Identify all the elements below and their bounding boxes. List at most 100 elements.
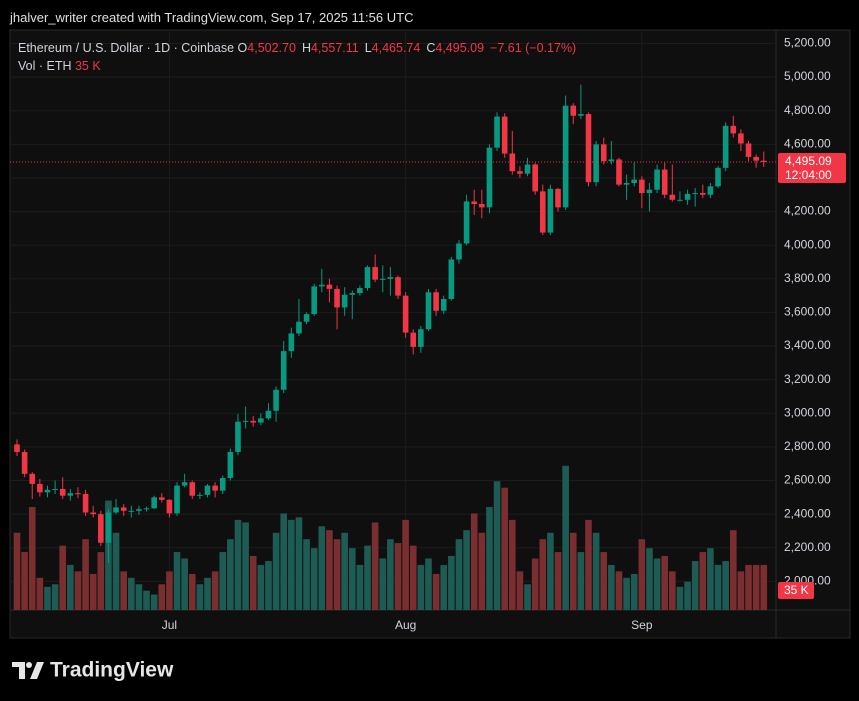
price-tag [778,152,846,183]
volume-bar [493,481,501,610]
volume-bar [120,571,127,610]
volume-bar [249,555,257,610]
candle-body [593,144,599,183]
candle-body [479,204,485,208]
candle-body [204,485,211,495]
volume-bar [272,532,280,610]
candle-body [326,284,333,289]
candle-body [448,259,455,299]
candle-body [684,193,691,200]
volume-bar [463,530,470,610]
volume-bar [470,513,478,610]
volume-bar [364,545,371,610]
volume-bar [150,594,158,610]
candle-body [753,156,759,161]
candle-body [265,410,272,419]
candle-body [722,125,729,168]
candle-body [151,497,157,509]
volume-value: 35 K [74,59,101,73]
candle-body [661,169,668,195]
logo-dot [26,662,32,668]
candle-body [562,105,569,208]
candle-body [410,332,417,347]
y-tick-label: 2,200.00 [784,540,831,554]
symbol: Ethereum / U.S. Dollar · 1D · Coinbase [18,41,235,55]
y-tick-label: 4,800.00 [784,103,831,117]
volume-bar [646,548,653,610]
candle-body [631,179,638,183]
volume-bar [89,573,97,610]
volume-bar [219,552,227,610]
volume-bar [196,584,204,610]
candle-body [37,483,43,493]
volume-bar [440,564,448,610]
volume-bar [432,573,440,610]
ohlc-value: 4,495.09 [435,41,485,55]
volume-bar [333,539,341,610]
volume-bar [242,522,249,610]
volume-bar [592,532,600,610]
volume-bar [21,552,28,610]
volume-bar [28,507,36,610]
volume-bar [752,564,760,610]
volume-bar [425,558,432,610]
candle-body [372,267,378,280]
candle-body [59,488,66,496]
volume-bar [348,548,356,610]
volume-bar [699,552,707,610]
chart: 2,000.002,200.002,400.002,600.002,800.00… [9,29,851,639]
logo-icon [12,662,44,679]
candle-body [387,277,394,279]
volume-bar [341,532,348,610]
candle-body [166,499,173,514]
candle-body [357,288,363,294]
candle-body [639,179,645,194]
volume-bar [608,564,615,610]
volume-bar [310,548,318,610]
candle-body [418,329,424,347]
candle-body [113,507,119,513]
candle-body [128,510,135,512]
ohlc-value: 4,557.11 [310,41,359,55]
volume-bar [59,545,67,610]
candle-body [143,508,150,510]
candle-body [517,171,523,174]
candle-body [242,420,249,422]
volume-bar [82,539,89,610]
volume-bar [539,539,547,610]
ohlc-key: H [301,41,311,55]
y-tick-label: 3,800.00 [784,271,831,285]
countdown: 12:04:00 [785,168,832,182]
candle-body [189,482,196,496]
volume-bar [295,517,303,610]
ohlc: O4,502.70 H4,557.11 L4,465.74 C4,495.09 [238,41,491,55]
ohlc-value: 4,502.70 [247,41,296,55]
candle-body [578,114,584,116]
y-tick-label: 2,600.00 [784,473,831,487]
volume-bar [524,584,531,610]
volume-bar [691,561,699,610]
volume-bar [379,558,387,610]
ohlc-key: C [426,41,436,55]
volume-bar [265,561,272,610]
candle-body [120,507,127,511]
volume-bar [387,539,394,610]
candle-body [67,493,74,496]
y-tick-label: 5,200.00 [784,36,831,50]
volume-bar [158,584,166,610]
y-tick-label: 4,200.00 [784,204,831,218]
volume-bar [44,586,51,610]
volume-bar [516,571,524,610]
candle-body [235,421,241,452]
volume-bar [509,519,516,610]
ohlc-key: O [237,41,248,55]
volume-tag-label: 35 K [784,583,809,597]
candle-body [715,167,721,187]
candle-body [600,144,607,162]
volume-bar [204,577,211,610]
candle-body [745,143,752,157]
candle-body [585,114,592,183]
volume-bar [600,552,608,610]
candle-body [760,160,767,162]
